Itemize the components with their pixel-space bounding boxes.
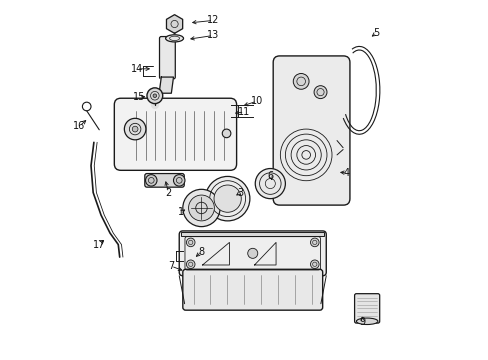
Text: 4: 4 <box>343 168 349 178</box>
Text: 1: 1 <box>178 207 183 217</box>
Text: 14: 14 <box>130 64 143 74</box>
Text: 11: 11 <box>238 107 250 117</box>
Circle shape <box>124 118 145 140</box>
Circle shape <box>183 189 220 226</box>
Text: 3: 3 <box>237 188 243 198</box>
FancyBboxPatch shape <box>354 294 379 323</box>
Text: 6: 6 <box>267 171 273 181</box>
Text: 15: 15 <box>132 92 144 102</box>
Circle shape <box>222 129 230 138</box>
Circle shape <box>186 260 195 269</box>
Circle shape <box>188 195 214 221</box>
Text: 12: 12 <box>207 15 219 26</box>
Bar <box>181 231 324 236</box>
Circle shape <box>186 238 195 247</box>
FancyBboxPatch shape <box>144 174 184 187</box>
FancyBboxPatch shape <box>179 231 325 276</box>
Circle shape <box>214 185 241 212</box>
Text: 16: 16 <box>73 121 85 131</box>
Circle shape <box>132 126 138 132</box>
Text: 9: 9 <box>359 317 365 327</box>
Text: 8: 8 <box>198 247 204 257</box>
Circle shape <box>173 175 184 186</box>
Polygon shape <box>159 77 173 93</box>
Text: 7: 7 <box>167 261 174 271</box>
Circle shape <box>255 168 285 199</box>
Polygon shape <box>166 15 183 33</box>
Circle shape <box>153 94 156 98</box>
Circle shape <box>310 260 319 269</box>
Circle shape <box>145 175 157 186</box>
FancyBboxPatch shape <box>273 56 349 205</box>
Circle shape <box>147 88 163 104</box>
FancyBboxPatch shape <box>114 98 236 170</box>
Circle shape <box>247 248 257 258</box>
Text: 2: 2 <box>165 188 171 198</box>
Ellipse shape <box>356 318 377 324</box>
FancyBboxPatch shape <box>159 37 175 79</box>
Circle shape <box>310 238 319 247</box>
Text: 17: 17 <box>93 239 105 249</box>
FancyBboxPatch shape <box>183 269 322 310</box>
Ellipse shape <box>165 35 183 42</box>
Text: 13: 13 <box>207 31 219 40</box>
Circle shape <box>205 176 249 221</box>
Circle shape <box>313 86 326 99</box>
Circle shape <box>293 73 308 89</box>
Text: 10: 10 <box>250 96 263 106</box>
Text: 5: 5 <box>372 28 379 38</box>
